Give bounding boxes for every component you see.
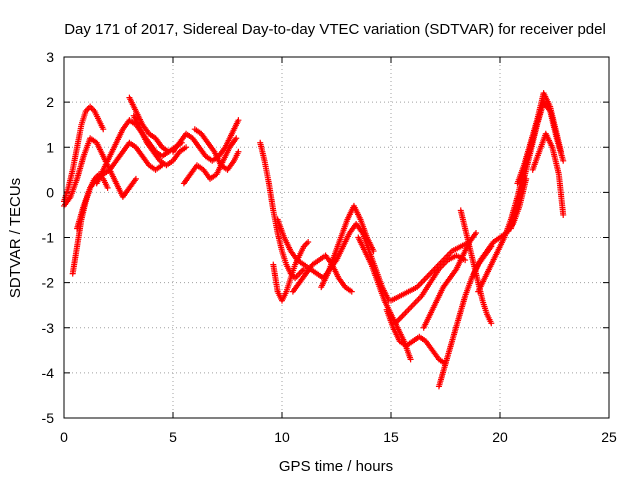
data-point [132,175,139,182]
data-point [104,184,111,191]
data-point [558,148,565,155]
y-tick-label: -5 [42,410,55,426]
series-arc-23 [457,207,495,327]
y-tick-label: 1 [46,139,54,155]
series-arc-12 [270,239,312,304]
data-point [233,135,240,142]
y-tick-labels: -5 -4 -3 -2 -1 0 1 2 3 [42,49,55,426]
y-tick-label: -3 [42,320,55,336]
data-point [407,356,414,363]
data-point [560,211,567,218]
data-point [560,157,567,164]
chart-title: Day 171 of 2017, Sidereal Day-to-day VTE… [64,21,606,38]
series-arc-15 [318,202,377,291]
x-tick-label: 25 [601,429,617,445]
y-tick-label: 2 [46,94,54,110]
data-point [235,117,242,124]
series-arc-17 [355,234,414,363]
plot-frame [63,56,610,419]
x-tick-label: 15 [383,429,399,445]
series-arc-27 [514,90,565,187]
data-point [100,126,107,133]
y-tick-label: -1 [42,230,55,246]
y-tick-label: -2 [42,275,55,291]
data-point [183,144,190,151]
x-tick-label: 5 [169,429,177,445]
data-point [488,320,495,327]
x-tick-label: 20 [492,429,508,445]
series-arc-19 [388,239,473,304]
y-tick-label: 0 [46,184,54,200]
y-tick-label: -4 [42,365,55,381]
series-arc-18 [383,306,449,367]
x-tick-labels: 0 5 10 15 20 25 [60,429,617,445]
y-axis-title: SDTVAR / TECUs [7,178,24,298]
data-point [235,148,242,155]
y-tick-label: 3 [46,49,54,65]
x-tick-label: 10 [274,429,290,445]
series-arc-10 [191,126,242,173]
series-arc-01 [61,103,107,205]
data-point [473,229,480,236]
data-point [348,288,355,295]
series-arc-14 [289,252,355,295]
data-series-layer [61,90,567,390]
series-arc-20 [392,252,469,327]
series-arc-08 [170,117,242,164]
series-arc-28 [529,130,567,218]
x-tick-label: 0 [60,429,68,445]
series-arc-16 [333,220,392,304]
grid-layer [64,57,609,418]
data-point [305,239,312,246]
series-arc-07 [130,112,190,169]
x-axis-title: GPS time / hours [279,458,393,475]
